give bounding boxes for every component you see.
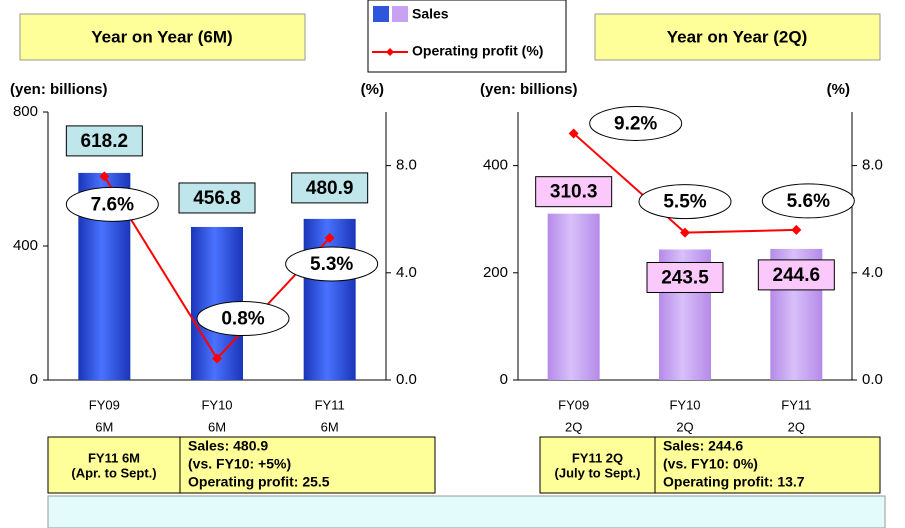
summary-line: Operating profit: 13.7 — [663, 474, 805, 490]
y2-tick-label: 4.0 — [396, 264, 417, 281]
value-label: 244.6 — [773, 265, 821, 286]
summary-detail-cell — [179, 436, 436, 494]
x-tick-label: FY10 — [201, 397, 232, 412]
value-label: 5.3% — [310, 254, 353, 275]
summary-line: Operating profit: 25.5 — [188, 474, 330, 490]
line-marker — [99, 171, 110, 182]
value-label-bubble — [285, 246, 379, 282]
bar — [547, 213, 600, 380]
chart-title: Year on Year (2Q) — [667, 27, 807, 46]
x-tick-label: FY11 — [781, 397, 811, 412]
footer-box — [47, 495, 886, 528]
summary-line: Sales: 480.9 — [188, 438, 268, 454]
y-tick-label: 400 — [483, 157, 508, 174]
value-label-box — [178, 182, 256, 214]
x-tick-label: 6M — [95, 419, 113, 434]
y-tick-label: 0 — [500, 371, 508, 388]
value-label-box — [65, 125, 143, 157]
value-label: 456.8 — [193, 188, 241, 209]
value-label-bubble — [196, 301, 290, 337]
value-label-bubble — [65, 186, 159, 222]
value-label: 243.5 — [661, 267, 709, 288]
x-tick-label: 2Q — [676, 419, 693, 434]
y2-axis-label: (%) — [361, 81, 384, 98]
value-label: 310.3 — [550, 182, 598, 203]
value-label-box — [757, 259, 835, 291]
value-label-bubble — [589, 105, 683, 141]
y2-tick-label: 4.0 — [862, 264, 883, 281]
summary-heading: FY11 6M — [88, 450, 140, 465]
y-tick-label: 0 — [30, 371, 38, 388]
line-marker — [324, 232, 335, 243]
value-label: 618.2 — [81, 131, 129, 152]
x-tick-label: 6M — [208, 419, 226, 434]
y2-tick-label: 0.0 — [862, 371, 883, 388]
summary-detail-cell — [654, 436, 881, 494]
y2-tick-label: 8.0 — [862, 157, 883, 174]
line-marker — [212, 353, 222, 364]
bar — [303, 218, 356, 380]
value-label-box — [646, 261, 724, 293]
value-label: 9.2% — [614, 113, 657, 134]
value-label-box — [291, 172, 369, 204]
value-label: 5.5% — [663, 192, 706, 213]
x-tick-label: 2Q — [565, 419, 582, 434]
x-tick-label: FY09 — [89, 397, 120, 412]
value-label-bubble — [638, 184, 732, 220]
title-box — [19, 13, 306, 61]
legend-marker — [386, 48, 394, 56]
x-tick-label: 2Q — [788, 419, 805, 434]
y-tick-label: 400 — [13, 237, 38, 254]
line-marker — [568, 128, 579, 139]
summary-line: (vs. FY10: +5%) — [188, 456, 291, 472]
y-tick-label: 800 — [13, 103, 38, 120]
value-label: 480.9 — [306, 178, 354, 199]
y2-tick-label: 0.0 — [396, 371, 417, 388]
y2-axis-label: (%) — [827, 81, 850, 98]
legend-label: Sales — [412, 6, 449, 22]
y-tick-label: 200 — [483, 264, 508, 281]
value-label-box — [535, 176, 613, 208]
x-tick-label: FY11 — [315, 397, 345, 412]
legend-swatch — [392, 6, 408, 22]
chart-title: Year on Year (6M) — [91, 27, 232, 46]
summary-heading: (July to Sept.) — [555, 465, 641, 480]
line-marker — [680, 227, 690, 238]
x-tick-label: FY10 — [669, 397, 700, 412]
y-axis-label: (yen: billions) — [480, 81, 578, 98]
legend-swatch — [373, 6, 389, 22]
title-box — [594, 13, 881, 61]
line-marker — [791, 224, 802, 235]
value-label: 0.8% — [221, 309, 264, 330]
value-label: 5.6% — [787, 191, 830, 212]
summary-line: (vs. FY10: 0%) — [663, 456, 758, 472]
value-label: 7.6% — [91, 194, 134, 215]
y2-tick-label: 8.0 — [396, 157, 417, 174]
x-tick-label: 6M — [321, 419, 339, 434]
summary-heading: (Apr. to Sept.) — [71, 465, 156, 480]
summary-line: Sales: 244.6 — [663, 438, 743, 454]
y-axis-label: (yen: billions) — [10, 81, 108, 98]
value-label-bubble — [761, 183, 855, 219]
x-tick-label: FY09 — [558, 397, 589, 412]
summary-heading: FY11 2Q — [572, 450, 623, 465]
legend-label: Operating profit (%) — [412, 43, 543, 59]
